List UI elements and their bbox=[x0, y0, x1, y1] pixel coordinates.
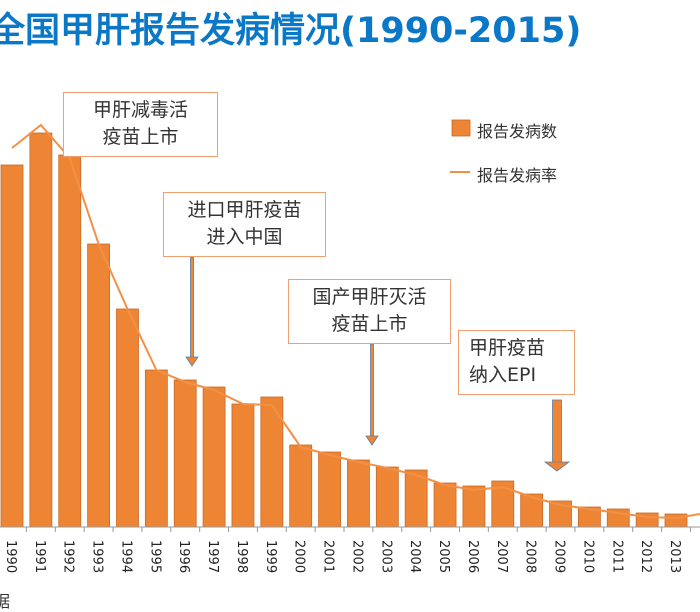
x-tick-label: 1997 bbox=[205, 540, 220, 573]
footer-text: 据 bbox=[0, 592, 11, 611]
legend-label-rate: 报告发病率 bbox=[477, 166, 558, 185]
rate-line bbox=[11, 123, 700, 520]
annotation-line: 进口甲肝疫苗 bbox=[187, 199, 302, 221]
bar-1993 bbox=[87, 243, 111, 528]
annotation-line: 疫苗上市 bbox=[331, 313, 408, 335]
bar-1998 bbox=[231, 403, 255, 528]
bar-1992 bbox=[58, 154, 82, 528]
x-tick-label: 1993 bbox=[90, 540, 105, 573]
bar-2000 bbox=[289, 444, 313, 528]
arrow-icon-1996-head bbox=[185, 356, 199, 367]
annotation-line: 甲肝疫苗 bbox=[469, 337, 546, 359]
x-tick-label: 2007 bbox=[494, 540, 509, 573]
bar-1995 bbox=[144, 369, 168, 528]
arrow-icon-1996-shaft bbox=[190, 256, 194, 359]
arrow-icon-2002-head bbox=[365, 435, 379, 446]
x-tick-label: 2013 bbox=[667, 540, 682, 573]
x-tick-label: 2012 bbox=[638, 540, 653, 573]
annotation-epi: 甲肝疫苗 纳入EPI bbox=[458, 330, 575, 395]
annotation-live-vaccine: 甲肝减毒活 疫苗上市 bbox=[63, 92, 218, 157]
annotation-domestic-vaccine: 国产甲肝灭活 疫苗上市 bbox=[288, 279, 451, 344]
x-tick-label: 1994 bbox=[118, 540, 133, 573]
bar-2003 bbox=[375, 466, 399, 528]
x-tick-label: 1995 bbox=[147, 540, 162, 573]
x-tick-label: 2001 bbox=[321, 540, 336, 573]
annotation-line: 疫苗上市 bbox=[102, 126, 179, 148]
x-tick-label: 1992 bbox=[61, 540, 76, 573]
bar-2002 bbox=[347, 459, 370, 528]
legend-label-cases: 报告发病数 bbox=[477, 122, 558, 141]
bar-1994 bbox=[116, 308, 139, 528]
x-tick-label: 2002 bbox=[349, 540, 364, 573]
x-tick-label: 1998 bbox=[234, 540, 249, 573]
annotation-line: 纳入EPI bbox=[469, 364, 537, 386]
bar-2005 bbox=[433, 482, 457, 528]
arrow-icon-2009-shaft bbox=[552, 399, 562, 464]
x-tick-label: 1991 bbox=[32, 540, 47, 573]
x-tick-label: 1990 bbox=[3, 540, 18, 573]
chart-title: 全国甲肝报告发病情况(1990-2015) bbox=[0, 11, 582, 51]
bar-1990 bbox=[0, 164, 24, 528]
bar-2001 bbox=[318, 451, 341, 528]
x-tick-label: 2011 bbox=[609, 540, 624, 573]
bar-1997 bbox=[202, 386, 226, 528]
legend-bar-swatch bbox=[451, 119, 471, 137]
x-tick-label: 2006 bbox=[465, 540, 480, 573]
x-tick-label: 2000 bbox=[292, 540, 307, 573]
x-tick-label: 2008 bbox=[523, 540, 538, 573]
arrow-icon-2002-shaft bbox=[370, 343, 374, 438]
x-tick-label: 1999 bbox=[263, 540, 278, 573]
x-tick-label: 2003 bbox=[378, 540, 393, 573]
x-tick-label: 2010 bbox=[580, 540, 595, 573]
bar-2006 bbox=[462, 485, 486, 528]
arrow-icon-2009-head bbox=[543, 461, 571, 472]
annotation-line: 甲肝减毒活 bbox=[92, 99, 188, 121]
x-tick-label: 2004 bbox=[407, 540, 422, 573]
annotation-imported-vaccine: 进口甲肝疫苗 进入中国 bbox=[163, 192, 326, 257]
bar-1996 bbox=[173, 379, 197, 528]
bar-1991 bbox=[29, 132, 53, 528]
x-tick-label: 1996 bbox=[176, 540, 191, 573]
annotation-line: 进入中国 bbox=[206, 226, 283, 248]
annotation-line: 国产甲肝灭活 bbox=[312, 286, 427, 308]
x-tick-label: 2005 bbox=[436, 540, 451, 573]
x-tick-label: 2009 bbox=[552, 540, 567, 573]
